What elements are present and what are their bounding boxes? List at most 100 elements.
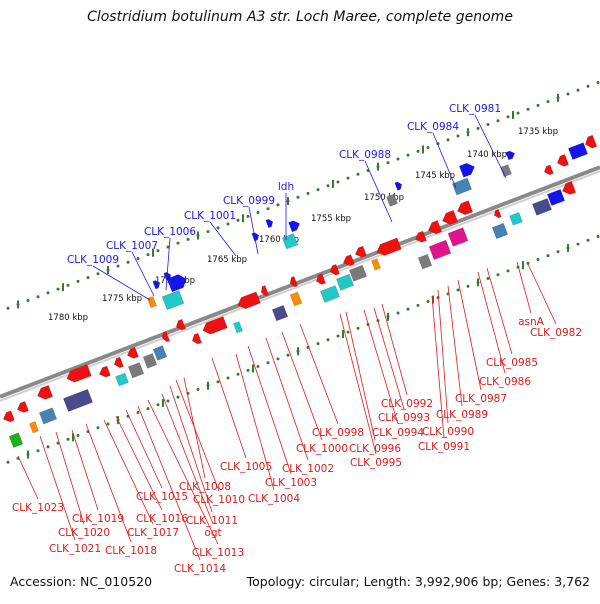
- gene-reverse: [354, 245, 367, 258]
- scale-dot: [266, 207, 270, 211]
- scale-dot: [336, 334, 340, 338]
- gene-label-reverse: CLK_1002: [282, 463, 334, 475]
- gene-label-reverse: CLK_0992: [381, 398, 433, 410]
- gene-reverse: [371, 258, 381, 271]
- scale-dot: [176, 395, 180, 399]
- gene-label-forward: ldh: [278, 181, 294, 193]
- gene-reverse: [348, 264, 368, 282]
- scale-dot: [416, 149, 420, 153]
- scale-label: 1760 kbp: [259, 235, 299, 245]
- gene-leader-line: [147, 399, 219, 545]
- scale-dot: [216, 380, 220, 384]
- gene-leader-line: [85, 423, 132, 543]
- gene-leader-line: [55, 431, 85, 525]
- gene-reverse: [509, 212, 523, 226]
- gene-label-reverse: CLK_0987: [455, 393, 507, 405]
- gene-reverse: [532, 198, 552, 216]
- gene-reverse: [126, 346, 139, 359]
- scale-dot: [326, 184, 330, 188]
- gene-forward: [166, 274, 187, 293]
- scale-dot: [486, 123, 490, 127]
- scale-dot: [556, 250, 560, 254]
- scale-dot: [506, 115, 510, 119]
- gene-leader-line: [373, 307, 405, 410]
- gene-leader-line: [381, 303, 408, 396]
- scale-dot: [396, 157, 400, 161]
- gene-label-reverse: CLK_1021: [49, 543, 101, 555]
- gene-leader-line: [39, 435, 76, 541]
- gene-label-reverse: CLK_0982: [530, 327, 582, 339]
- gene-forward: [265, 218, 274, 229]
- scale-label: 1745 kbp: [415, 171, 455, 181]
- gene-reverse: [289, 276, 298, 288]
- gene-reverse: [457, 200, 474, 215]
- gene-forward: [152, 280, 161, 290]
- gene-label-reverse: CLK_0991: [418, 441, 470, 453]
- scale-dot: [6, 460, 10, 464]
- scale-label: 1780 kbp: [48, 313, 88, 323]
- gene-leader-line: [17, 455, 39, 500]
- gene-leader-line: [281, 331, 323, 441]
- scale-dot: [516, 111, 520, 115]
- scale-dot: [466, 284, 470, 288]
- gene-reverse: [543, 164, 554, 176]
- scale-dot: [136, 256, 140, 260]
- scale-dot: [256, 365, 260, 369]
- gene-leader-line: [175, 379, 220, 492]
- gene-label-reverse: CLK_1019: [72, 513, 124, 525]
- gene-forward: [452, 177, 472, 196]
- scale-label: 1775 kbp: [102, 294, 142, 304]
- scale-dot: [316, 188, 320, 192]
- gene-reverse: [127, 362, 145, 379]
- scale-dot: [596, 234, 600, 238]
- gene-label-forward: CLK_0999: [223, 195, 275, 207]
- scale-dot: [426, 300, 430, 304]
- scale-dot: [86, 276, 90, 280]
- scale-dot: [76, 433, 80, 437]
- scale-label: 1750 kbp: [364, 193, 404, 203]
- gene-reverse: [115, 372, 129, 387]
- gene-label-reverse: CLK_0996: [349, 443, 401, 455]
- gene-label-reverse: CLK_1018: [105, 545, 157, 557]
- gene-reverse: [329, 264, 340, 276]
- gene-leader-line: [437, 289, 449, 424]
- scale-label: 1765 kbp: [207, 255, 247, 265]
- gene-leader-line: [364, 160, 393, 223]
- gene-leader-line: [477, 271, 506, 374]
- gene-reverse: [428, 220, 443, 235]
- gene-leader-line: [165, 237, 171, 291]
- gene-label-forward: CLK_0988: [339, 149, 391, 161]
- gene-reverse: [585, 134, 598, 149]
- gene-leader-line: [247, 345, 292, 475]
- scale-dot: [276, 203, 280, 207]
- gene-forward: [161, 289, 185, 311]
- gene-forward: [288, 220, 301, 233]
- gene-leader-line: [345, 311, 376, 441]
- gene-reverse: [557, 153, 569, 167]
- scale-dot: [356, 326, 360, 330]
- gene-reverse: [376, 237, 402, 256]
- scale-dot: [576, 242, 580, 246]
- gene-reverse: [442, 210, 459, 225]
- gene-label-forward: CLK_1006: [144, 226, 196, 238]
- scale-dot: [296, 195, 300, 199]
- gene-reverse: [260, 285, 269, 297]
- gene-leader-line: [115, 415, 163, 511]
- scale-dot: [146, 253, 150, 257]
- scale-dot: [156, 403, 160, 407]
- gene-reverse: [66, 364, 92, 383]
- scale-dot: [96, 426, 100, 430]
- gene-label-reverse: CLK_0985: [486, 357, 538, 369]
- scale-dot: [6, 306, 10, 310]
- gene-reverse: [335, 273, 355, 291]
- scale-dot: [136, 410, 140, 414]
- scale-dot: [586, 84, 590, 88]
- scale-dot: [56, 287, 60, 291]
- gene-reverse: [191, 332, 202, 345]
- topology-summary: Topology: circular; Length: 3,992,906 bp…: [246, 574, 590, 589]
- gene-forward: [505, 150, 516, 161]
- scale-dot: [226, 222, 230, 226]
- gene-label-reverse: CLK_1013: [192, 547, 244, 559]
- gene-label-reverse: CLK_1017: [127, 527, 179, 539]
- gene-reverse: [113, 356, 124, 369]
